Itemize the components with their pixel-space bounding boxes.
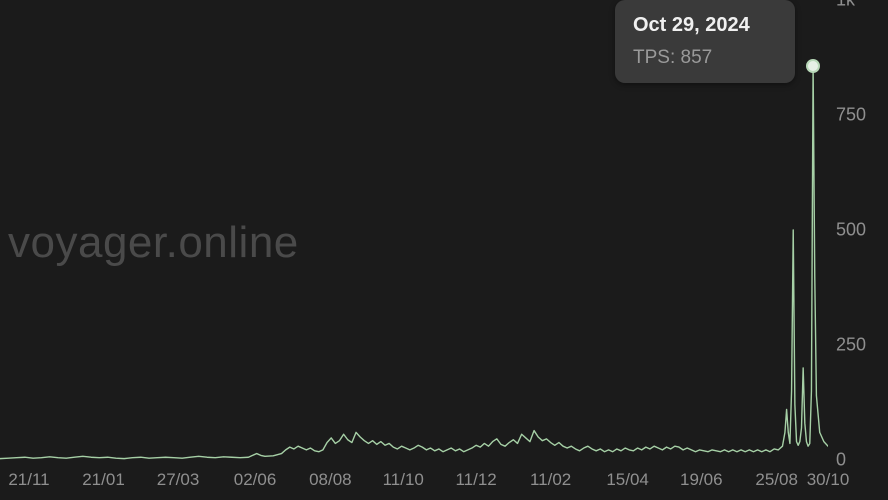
y-tick: 250 [836, 335, 866, 356]
x-tick: 27/03 [157, 470, 200, 490]
x-tick: 11/02 [530, 470, 571, 490]
tps-chart: voyager.online 02505007501k 21/1121/0127… [0, 0, 888, 500]
y-tick: 750 [836, 105, 866, 126]
x-tick: 15/04 [606, 470, 649, 490]
tooltip-metric: TPS: 857 [633, 47, 773, 69]
x-tick: 08/08 [309, 470, 352, 490]
y-tick: 0 [836, 450, 846, 471]
y-tick: 1k [836, 0, 855, 11]
x-tick: 19/06 [680, 470, 723, 490]
x-tick: 25/08 [755, 470, 798, 490]
x-tick: 21/11 [8, 470, 49, 490]
tooltip-date: Oct 29, 2024 [633, 14, 773, 37]
x-tick: 02/06 [234, 470, 277, 490]
x-tick: 21/01 [82, 470, 125, 490]
y-tick: 500 [836, 220, 866, 241]
highlight-point [806, 59, 820, 73]
x-tick: 30/10 [807, 470, 850, 490]
y-axis: 02505007501k [828, 0, 888, 460]
chart-tooltip: Oct 29, 2024 TPS: 857 [615, 0, 795, 83]
x-tick: 11/10 [383, 470, 424, 490]
x-tick: 11/12 [455, 470, 496, 490]
x-axis: 21/11 21/01 27/03 02/06 08/08 11/10 11/12 11/02… [0, 460, 828, 500]
